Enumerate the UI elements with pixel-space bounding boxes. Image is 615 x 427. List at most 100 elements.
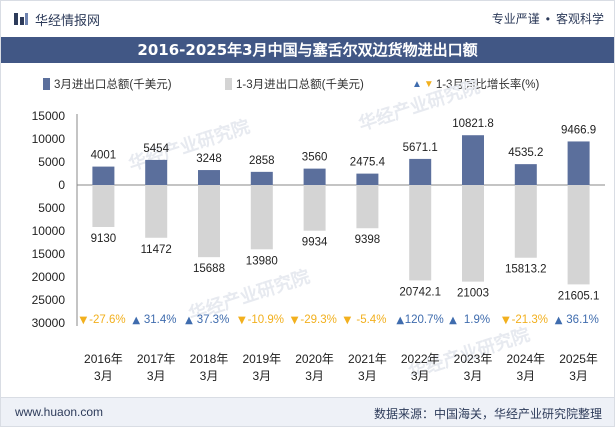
bar-cumulative [198, 185, 220, 258]
legend-swatch-cumulative [225, 78, 232, 90]
tagline-separator: • [545, 12, 550, 26]
growth-up-triangle-icon: ▲ [396, 315, 404, 326]
x-tick-label: 3月 [411, 369, 430, 383]
bar-monthly [250, 171, 273, 185]
bar-cumulative [356, 185, 379, 229]
data-label-monthly: 5454 [143, 143, 169, 155]
logo-icon [14, 13, 28, 25]
footer-source: 数据来源：中国海关，华经产业研究院整理 [373, 407, 602, 421]
growth-up-triangle-icon: ▲ [555, 315, 563, 326]
growth-down-triangle-icon: ▼ [344, 315, 352, 326]
bar-monthly [409, 158, 432, 185]
x-tick-label: 3月 [358, 369, 377, 383]
tagline-objective: 客观科学 [555, 12, 604, 26]
data-label-monthly: 3560 [302, 152, 328, 164]
y-tick-label: 15000 [32, 247, 66, 261]
growth-down-triangle-icon: ▼ [291, 315, 299, 326]
legend-item-growth: ▲ ▼ 1-3月同比增长率(%) [412, 76, 539, 92]
x-tick-label: 2024年 [506, 352, 545, 366]
x-tick-label: 2023年 [454, 352, 493, 366]
data-label-growth: 31.4% [144, 314, 177, 326]
bar-cumulative [462, 185, 484, 282]
data-label-cumulative: 21605.1 [558, 290, 600, 302]
y-tick-label: 15000 [32, 109, 66, 123]
data-label-growth: -27.6% [89, 314, 125, 326]
bar-monthly [198, 170, 220, 185]
data-label-monthly: 5671.1 [403, 142, 438, 154]
x-tick-label: 2019年 [242, 352, 281, 366]
data-label-cumulative: 21003 [457, 288, 489, 300]
x-tick-label: 3月 [252, 369, 271, 383]
brand-name: 华经情报网 [35, 13, 101, 28]
data-label-monthly: 4001 [91, 150, 117, 162]
y-tick-label: 20000 [32, 270, 66, 284]
bar-cumulative [303, 185, 326, 231]
growth-up-triangle-icon: ▲ [132, 315, 140, 326]
data-label-cumulative: 15688 [193, 263, 225, 275]
data-label-cumulative: 9934 [302, 237, 328, 249]
y-tick-label: 5000 [38, 155, 65, 169]
data-label-monthly: 2858 [249, 155, 275, 167]
data-label-growth: -5.4% [356, 314, 386, 326]
y-tick-label: 5000 [38, 201, 65, 215]
legend-label-growth: 1-3月同比增长率(%) [435, 79, 540, 91]
chart-plot: 华经产业研究院华经产业研究院华经产业研究院华经产业研究院150001000050… [32, 75, 605, 383]
data-label-cumulative: 13980 [246, 255, 278, 267]
y-tick-label: 10000 [32, 224, 66, 238]
bar-monthly [567, 141, 590, 185]
data-label-monthly: 3248 [196, 153, 222, 165]
y-tick-label: 0 [58, 178, 65, 192]
x-tick-label: 3月 [516, 369, 535, 383]
legend-triangle-down-icon: ▼ [423, 78, 434, 90]
data-label-growth: -29.3% [300, 314, 336, 326]
x-tick-label: 3月 [569, 369, 588, 383]
data-label-monthly: 4535.2 [508, 147, 543, 159]
data-label-growth: 120.7% [405, 314, 444, 326]
x-tick-label: 2020年 [295, 352, 334, 366]
chart-title: 2016-2025年3月中国与塞舌尔双边货物进出口额 [1, 37, 614, 63]
bar-cumulative [145, 185, 168, 238]
bar-monthly [356, 173, 379, 185]
legend-item-cumulative: 1-3月进出口总额(千美元) [225, 76, 364, 92]
data-label-monthly: 2475.4 [350, 157, 386, 169]
data-label-cumulative: 9398 [355, 234, 381, 246]
bar-cumulative [409, 185, 432, 281]
data-label-cumulative: 20742.1 [399, 286, 441, 298]
bar-monthly [303, 168, 326, 185]
data-label-cumulative: 15813.2 [505, 264, 547, 276]
bar-cumulative [250, 185, 273, 250]
growth-up-triangle-icon: ▲ [449, 315, 457, 326]
data-label-growth: -10.9% [248, 314, 284, 326]
growth-down-triangle-icon: ▼ [238, 315, 246, 326]
legend-swatch-monthly [43, 78, 50, 90]
x-tick-label: 3月 [200, 369, 219, 383]
tagline: 专业严谨 • 客观科学 [492, 10, 604, 27]
data-label-cumulative: 9130 [91, 233, 117, 245]
data-label-cumulative: 11472 [141, 244, 172, 256]
growth-down-triangle-icon: ▼ [80, 315, 88, 326]
bar-cumulative [514, 185, 537, 258]
bar-monthly [462, 135, 484, 185]
x-tick-label: 2021年 [348, 352, 387, 366]
x-tick-label: 2022年 [401, 352, 440, 366]
x-tick-label: 2016年 [84, 352, 123, 366]
x-tick-label: 3月 [305, 369, 324, 383]
y-tick-label: 25000 [32, 293, 66, 307]
data-label-growth: 37.3% [197, 314, 230, 326]
data-label-growth: 36.1% [566, 314, 599, 326]
growth-down-triangle-icon: ▼ [502, 315, 510, 326]
footer-website: www.huaon.com [15, 405, 104, 419]
data-label-growth: -21.3% [512, 314, 548, 326]
bar-cumulative [567, 185, 590, 285]
chart-legend: 3月进出口总额(千美元) 1-3月进出口总额(千美元) ▲ ▼ 1-3月同比增长… [1, 76, 614, 92]
legend-label-monthly: 3月进出口总额(千美元) [54, 79, 172, 91]
x-tick-label: 3月 [94, 369, 113, 383]
bar-monthly [92, 166, 115, 185]
bar-cumulative [92, 185, 115, 227]
legend-label-cumulative: 1-3月进出口总额(千美元) [236, 79, 364, 91]
x-tick-label: 2018年 [190, 352, 229, 366]
x-tick-label: 2017年 [137, 352, 176, 366]
tagline-professional: 专业严谨 [491, 12, 540, 26]
x-tick-label: 3月 [464, 369, 483, 383]
